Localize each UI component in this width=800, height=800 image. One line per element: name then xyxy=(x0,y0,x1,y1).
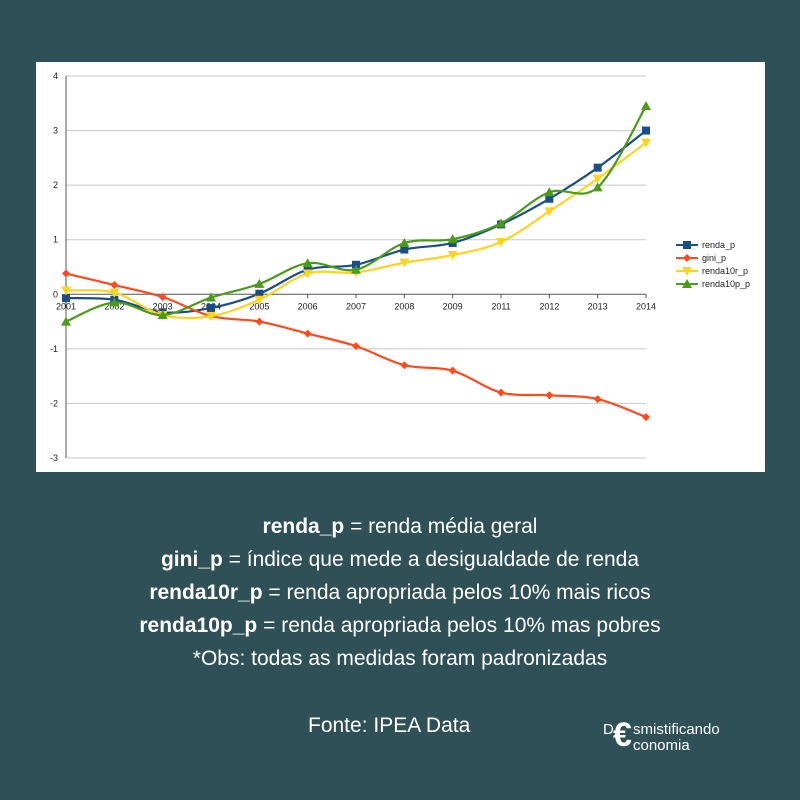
legend-label: gini_p xyxy=(702,253,726,263)
x-tick-label: 2003 xyxy=(153,301,173,311)
data-point-renda-p xyxy=(593,163,602,172)
data-point-renda-p xyxy=(62,294,70,303)
data-point-gini-p xyxy=(62,269,70,278)
x-tick-label: 2005 xyxy=(249,301,269,311)
caption-line-4: renda10p_p = renda apropriada pelos 10% … xyxy=(0,609,800,642)
data-point-gini-p xyxy=(400,361,409,370)
data-point-renda10p-p xyxy=(302,258,313,268)
data-point-gini-p xyxy=(158,293,167,302)
y-tick-label: 3 xyxy=(53,126,58,136)
data-point-gini-p xyxy=(497,388,505,397)
x-tick-label: 2013 xyxy=(588,301,608,311)
y-tick-label: 0 xyxy=(53,289,58,299)
data-point-renda10p-p xyxy=(206,292,216,302)
logo-bottom-text: conomia xyxy=(633,737,690,754)
data-point-renda10r-p xyxy=(641,138,651,148)
data-point-gini-p xyxy=(545,391,554,400)
data-point-renda10p-p xyxy=(399,237,410,247)
data-point-renda10p-p xyxy=(496,218,506,228)
caption-desc-3: = renda apropriada pelos 10% mais ricos xyxy=(262,581,651,604)
y-tick-label: 4 xyxy=(53,71,58,81)
data-point-gini-p xyxy=(110,281,119,290)
x-tick-label: 2012 xyxy=(539,301,559,311)
y-tick-label: 2 xyxy=(53,180,58,190)
caption-term-3: renda10r_p xyxy=(149,581,263,604)
data-point-renda-p xyxy=(207,303,215,312)
caption-line-1: renda_p = renda média geral xyxy=(0,510,800,543)
x-tick-label: 2011 xyxy=(491,301,510,311)
data-point-renda10p-p xyxy=(351,264,361,274)
data-point-renda10r-p xyxy=(447,250,458,260)
data-point-renda10r-p xyxy=(254,295,265,305)
data-point-renda10p-p xyxy=(447,234,458,244)
data-point-renda10r-p xyxy=(206,312,216,322)
logo-initial: D xyxy=(603,721,614,738)
series-line-renda10r-p xyxy=(65,141,647,320)
data-point-renda-p xyxy=(642,126,650,135)
x-tick-label: 2008 xyxy=(394,301,414,311)
data-point-renda10r-p xyxy=(61,286,71,296)
data-point-renda10p-p xyxy=(641,101,651,111)
data-point-renda10r-p xyxy=(496,237,506,247)
data-point-renda10r-p xyxy=(302,269,313,279)
data-point-renda10r-p xyxy=(109,288,120,298)
x-tick-label: 2001 xyxy=(56,301,76,311)
data-point-renda10p-p xyxy=(254,278,265,288)
series-line-renda10p-p xyxy=(65,105,647,323)
legend-marker xyxy=(683,241,691,249)
data-point-renda-p xyxy=(255,289,264,298)
logo: D smistificando € conomia xyxy=(603,718,763,758)
caption: renda_p = renda média geral gini_p = índ… xyxy=(0,510,800,675)
logo-top: D smistificando xyxy=(603,721,720,738)
legend-label: renda10p_p xyxy=(702,279,750,289)
chart-panel: -3-2-10123420012002200320042005200620072… xyxy=(36,62,765,472)
data-point-renda10r-p xyxy=(592,174,603,184)
x-tick-label: 2006 xyxy=(298,301,318,311)
caption-desc-1: = renda média geral xyxy=(344,515,538,538)
line-chart: -3-2-10123420012002200320042005200620072… xyxy=(50,71,750,463)
logo-top-text: smistificando xyxy=(633,721,720,738)
data-point-renda10p-p xyxy=(544,187,555,197)
data-point-renda10r-p xyxy=(544,207,555,217)
data-point-gini-p xyxy=(303,329,312,338)
x-tick-label: 2007 xyxy=(346,301,366,311)
caption-desc-2: = índice que mede a desigualdade de rend… xyxy=(222,548,640,571)
data-point-renda-p xyxy=(545,194,554,203)
legend-marker xyxy=(683,254,691,262)
legend-marker xyxy=(682,267,692,276)
caption-line-2: gini_p = índice que mede a desigualdade … xyxy=(0,543,800,576)
data-point-gini-p xyxy=(352,342,360,351)
data-point-renda10p-p xyxy=(157,310,168,320)
caption-desc-4: = renda apropriada pelos 10% mas pobres xyxy=(257,614,661,637)
y-tick-label: -2 xyxy=(50,398,58,408)
data-point-gini-p xyxy=(593,395,602,404)
caption-note: *Obs: todas as medidas foram padronizada… xyxy=(192,647,608,670)
x-tick-label: 2009 xyxy=(443,301,463,311)
data-point-renda-p xyxy=(400,245,409,254)
legend-label: renda_p xyxy=(702,240,735,250)
data-point-gini-p xyxy=(448,366,457,375)
caption-term-1: renda_p xyxy=(262,515,345,538)
x-tick-label: 2014 xyxy=(636,301,656,311)
series-line-renda-p xyxy=(65,129,647,314)
caption-line-3: renda10r_p = renda apropriada pelos 10% … xyxy=(0,576,800,609)
caption-term-2: gini_p xyxy=(160,548,223,571)
data-point-gini-p xyxy=(642,413,650,422)
data-point-renda10p-p xyxy=(109,297,120,307)
source-text: Fonte: IPEA Data xyxy=(308,714,471,737)
legend-marker xyxy=(682,279,692,288)
y-tick-label: -1 xyxy=(50,344,58,354)
euro-icon: € xyxy=(613,716,632,754)
data-point-renda10r-p xyxy=(399,258,410,268)
data-point-renda10p-p xyxy=(61,316,71,326)
data-point-renda10p-p xyxy=(592,182,603,192)
data-point-gini-p xyxy=(255,317,264,326)
legend-label: renda10r_p xyxy=(702,266,748,276)
caption-term-4: renda10p_p xyxy=(139,614,258,637)
y-tick-label: 1 xyxy=(53,235,58,245)
y-tick-label: -3 xyxy=(50,453,58,463)
